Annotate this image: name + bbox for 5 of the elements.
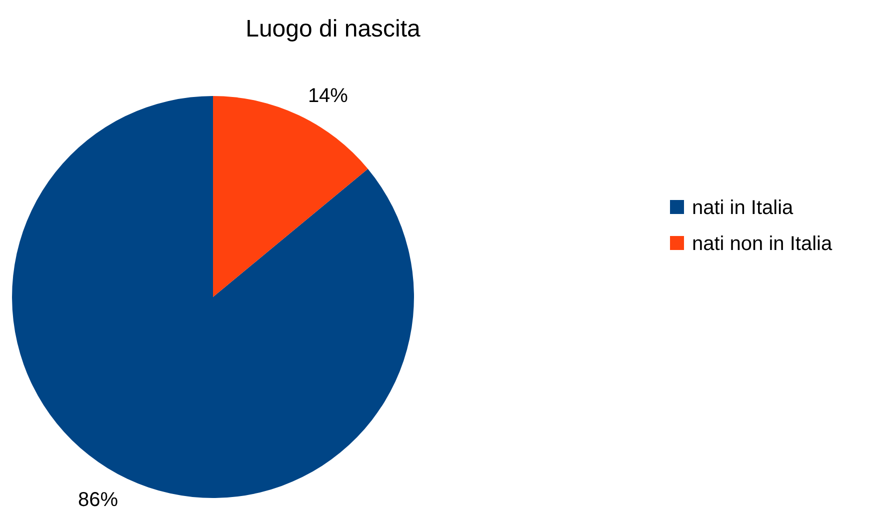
legend-label: nati in Italia bbox=[692, 197, 794, 219]
legend-label: nati non in Italia bbox=[692, 233, 833, 255]
data-label: 86% bbox=[78, 488, 118, 511]
data-label: 14% bbox=[308, 85, 348, 108]
chart-title: Luogo di nascita bbox=[246, 15, 422, 42]
